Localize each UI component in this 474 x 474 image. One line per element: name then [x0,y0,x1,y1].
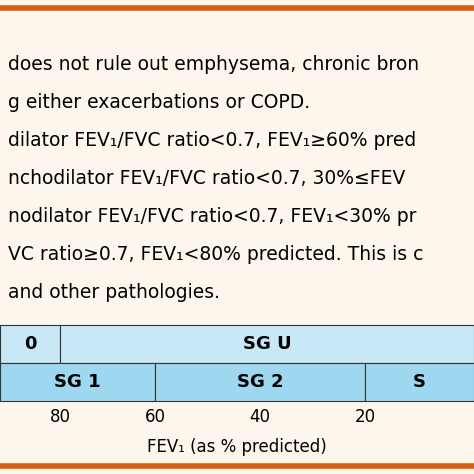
Text: VC ratio≥0.7, FEV₁<80% predicted. This is c: VC ratio≥0.7, FEV₁<80% predicted. This i… [8,245,423,264]
Text: 20: 20 [355,408,375,426]
Text: g either exacerbations or COPD.: g either exacerbations or COPD. [8,93,310,112]
Text: SG 2: SG 2 [237,373,283,391]
Text: 0: 0 [24,335,36,353]
Text: nchodilator FEV₁/FVC ratio<0.7, 30%≤FEV: nchodilator FEV₁/FVC ratio<0.7, 30%≤FEV [8,169,405,188]
Text: SG U: SG U [243,335,292,353]
Bar [365,363,474,401]
Text: does not rule out emphysema, chronic bron: does not rule out emphysema, chronic bro… [8,55,419,74]
Bar [0,363,155,401]
Text: dilator FEV₁/FVC ratio<0.7, FEV₁≥60% pred: dilator FEV₁/FVC ratio<0.7, FEV₁≥60% pre… [8,131,416,150]
Text: SG 1: SG 1 [54,373,101,391]
Text: 80: 80 [49,408,71,426]
Text: S: S [413,373,426,391]
Text: FEV₁ (as % predicted): FEV₁ (as % predicted) [147,438,327,456]
Text: 40: 40 [249,408,271,426]
Bar [0,325,60,363]
Text: nodilator FEV₁/FVC ratio<0.7, FEV₁<30% pr: nodilator FEV₁/FVC ratio<0.7, FEV₁<30% p… [8,207,417,226]
Bar [60,325,474,363]
Bar [155,363,365,401]
Text: 60: 60 [145,408,165,426]
Text: and other pathologies.: and other pathologies. [8,283,220,302]
